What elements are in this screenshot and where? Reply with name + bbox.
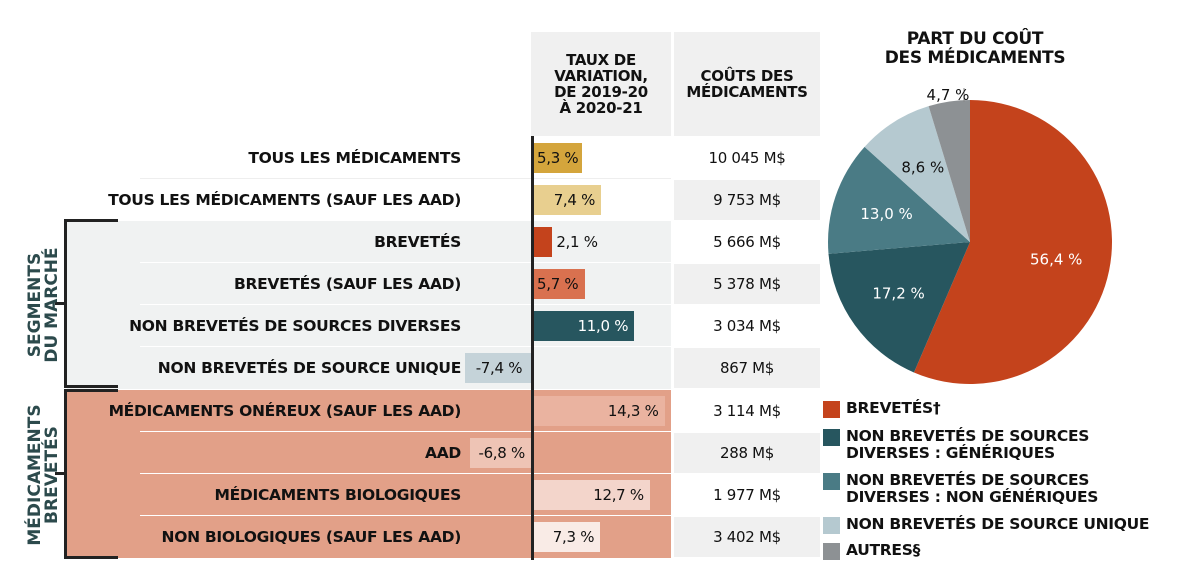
legend-swatch (823, 473, 840, 490)
cost-cell: 3 402 M$ (674, 517, 820, 557)
pie-slice-label: 4,7 % (927, 86, 970, 104)
legend-item: BREVETÉS† (823, 399, 941, 418)
row-label: NON BREVETÉS DE SOURCE UNIQUE (157, 359, 462, 377)
legend-item: AUTRES§ (823, 542, 920, 560)
bar (470, 438, 533, 468)
cost-cell: 5 666 M$ (674, 222, 820, 262)
pie-chart: 56,4 % 17,2 % 13,0 % 8,6 % 4,7 % (828, 86, 1112, 384)
cost-cell: 9 753 M$ (674, 180, 820, 220)
row-background (67, 347, 671, 389)
pie-slice (928, 100, 970, 242)
bar-value-label: 14,3 % (607, 402, 659, 420)
legend-label: NON BREVETÉS DE SOURCES DIVERSES : NON G… (846, 471, 1099, 506)
bar-value-label: 2,1 % (556, 233, 598, 251)
row-label: TOUS LES MÉDICAMENTS (248, 149, 461, 167)
pie-slice (828, 146, 970, 254)
bar (533, 311, 635, 341)
row-label: NON BIOLOGIQUES (SAUF LES AAD) (161, 528, 462, 546)
group-title-patented: MÉDICAMENTS BREVETÉS (25, 404, 62, 546)
bar (533, 522, 601, 552)
row-separator (140, 346, 671, 347)
bar-value-label: 7,3 % (552, 528, 595, 546)
bar (533, 269, 586, 299)
bar-value-label: 12,7 % (593, 486, 644, 504)
pie-slice-label: 56,4 % (1030, 251, 1082, 269)
zero-axis (531, 136, 534, 560)
cost-cell: 1 977 M$ (674, 475, 820, 515)
row-separator (140, 431, 671, 432)
bar (464, 353, 533, 383)
row-label: TOUS LES MÉDICAMENTS (SAUF LES AAD) (108, 191, 461, 209)
row-label: BREVETÉS (SAUF LES AAD) (233, 275, 461, 293)
bracket-market-tick (55, 302, 65, 305)
cost-cell: 3 114 M$ (674, 391, 820, 431)
header-rate: TAUX DE VARIATION, DE 2019-20 À 2020-21 (531, 32, 671, 136)
row-background (67, 221, 671, 263)
bracket-patented (64, 389, 118, 559)
bracket-patented-tick (55, 472, 65, 475)
row-separator (140, 262, 671, 263)
legend-label: AUTRES§ (846, 541, 921, 559)
row-label: BREVETÉS (374, 233, 461, 251)
pie-slice (864, 106, 970, 242)
row-separator (140, 304, 671, 305)
row-label: MÉDICAMENTS ONÉREUX (SAUF LES AAD) (108, 402, 462, 420)
pie-slice (913, 100, 1112, 384)
legend-label: BREVETÉS† (846, 399, 941, 417)
bar-value-label: 5,3 % (537, 149, 579, 167)
bar-value-label: -6,8 % (478, 444, 525, 462)
bar (533, 480, 650, 510)
bar-value-label: 5,7 % (537, 275, 579, 293)
legend-item: NON BREVETÉS DE SOURCE UNIQUE (823, 515, 1150, 534)
group-title-market: SEGMENTS DU MARCHÉ (25, 247, 62, 363)
row-background (67, 432, 671, 474)
legend-item: NON BREVETÉS DE SOURCES DIVERSES : NON G… (823, 472, 1098, 506)
pie-slice (828, 242, 970, 373)
cost-cell: 5 378 M$ (674, 264, 820, 304)
legend-label: NON BREVETÉS DE SOURCES DIVERSES : GÉNÉR… (846, 427, 1090, 462)
legend-swatch (823, 517, 840, 534)
row-label: AAD (425, 444, 461, 462)
bar (533, 396, 665, 426)
cost-cell: 3 034 M$ (674, 306, 820, 346)
bar (533, 185, 602, 215)
legend-item: NON BREVETÉS DE SOURCES DIVERSES : GÉNÉR… (823, 428, 1089, 462)
cost-cell: 867 M$ (674, 348, 820, 388)
bar (533, 227, 553, 257)
bracket-market (64, 219, 118, 388)
pie-title: PART DU COÛT DES MÉDICAMENTS (884, 29, 1066, 68)
bar (533, 143, 582, 173)
cost-cell: 288 M$ (674, 433, 820, 473)
row-separator (140, 178, 671, 179)
row-separator (140, 473, 671, 474)
pie-slice-label: 13,0 % (860, 205, 912, 223)
legend-label: NON BREVETÉS DE SOURCE UNIQUE (846, 515, 1150, 533)
row-separator (140, 515, 671, 516)
pie-slice-label: 17,2 % (872, 284, 924, 302)
bar-value-label: -7,4 % (475, 359, 523, 377)
header-cost: COÛTS DES MÉDICAMENTS (674, 32, 820, 136)
row-label: MÉDICAMENTS BIOLOGIQUES (214, 486, 462, 504)
legend-swatch (823, 543, 840, 560)
pie-slice-label: 8,6 % (901, 159, 944, 177)
bar-value-label: 11,0 % (577, 317, 629, 335)
legend-swatch (823, 401, 840, 418)
cost-cell: 10 045 M$ (674, 138, 820, 178)
row-label: NON BREVETÉS DE SOURCES DIVERSES (129, 317, 461, 335)
bar-value-label: 7,4 % (553, 191, 596, 209)
legend-swatch (823, 429, 840, 446)
